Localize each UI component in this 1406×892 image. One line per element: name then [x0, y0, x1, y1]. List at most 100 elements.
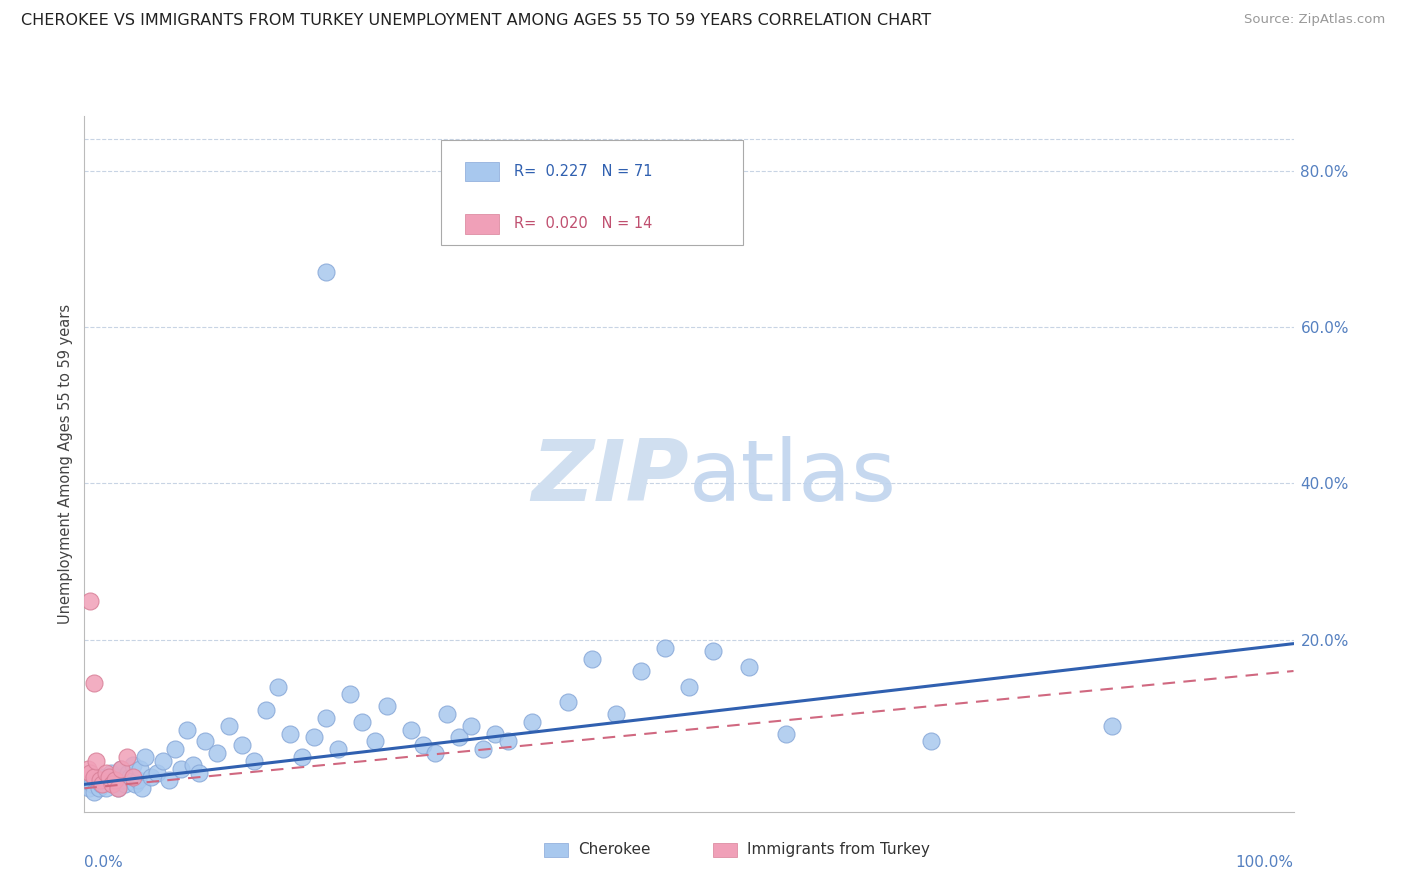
Point: [129, 762, 152, 776]
Point: [101, 777, 124, 791]
Point: [1101, 719, 1123, 733]
Point: [104, 773, 127, 788]
Point: [115, 750, 138, 764]
Text: ZIP: ZIP: [531, 436, 689, 519]
Point: [654, 640, 676, 655]
Point: [86, 773, 108, 788]
Point: [242, 754, 264, 768]
Point: [352, 714, 374, 729]
Text: R=  0.227   N = 71: R= 0.227 N = 71: [513, 164, 652, 179]
Point: [94, 781, 117, 796]
Point: [472, 742, 495, 756]
FancyBboxPatch shape: [544, 843, 568, 857]
Point: [157, 773, 180, 788]
Point: [339, 688, 361, 702]
Point: [100, 765, 122, 780]
Point: [152, 754, 174, 768]
Point: [605, 706, 627, 721]
Point: [678, 680, 700, 694]
Point: [146, 765, 169, 780]
Point: [117, 765, 139, 780]
FancyBboxPatch shape: [465, 214, 499, 234]
Text: Immigrants from Turkey: Immigrants from Turkey: [747, 842, 929, 857]
Text: CHEROKEE VS IMMIGRANTS FROM TURKEY UNEMPLOYMENT AMONG AGES 55 TO 59 YEARS CORREL: CHEROKEE VS IMMIGRANTS FROM TURKEY UNEMP…: [21, 13, 931, 29]
Point: [315, 265, 337, 279]
Point: [302, 731, 325, 745]
Point: [207, 746, 229, 760]
Point: [460, 719, 482, 733]
Point: [121, 770, 143, 784]
Point: [176, 723, 198, 737]
Point: [484, 726, 506, 740]
Point: [557, 695, 579, 709]
Point: [83, 770, 105, 784]
Point: [449, 731, 471, 745]
Point: [630, 664, 652, 678]
Point: [267, 680, 290, 694]
Point: [291, 750, 314, 764]
Text: 0.0%: 0.0%: [84, 855, 124, 870]
Point: [112, 773, 135, 788]
Point: [124, 777, 146, 791]
Point: [920, 734, 942, 748]
Point: [412, 739, 434, 753]
Point: [77, 762, 100, 776]
Point: [165, 742, 187, 756]
Y-axis label: Unemployment Among Ages 55 to 59 years: Unemployment Among Ages 55 to 59 years: [58, 304, 73, 624]
Point: [375, 699, 398, 714]
Point: [363, 734, 385, 748]
Point: [80, 777, 103, 791]
Point: [90, 777, 112, 791]
Point: [188, 765, 211, 780]
Text: atlas: atlas: [689, 436, 897, 519]
Point: [139, 770, 162, 784]
Point: [278, 726, 301, 740]
Point: [83, 675, 105, 690]
Point: [399, 723, 422, 737]
Point: [315, 711, 337, 725]
Point: [218, 719, 240, 733]
Point: [89, 773, 111, 788]
Point: [738, 660, 761, 674]
Point: [97, 770, 120, 784]
Point: [87, 781, 110, 796]
Point: [127, 773, 149, 788]
Point: [110, 762, 132, 776]
Point: [134, 750, 156, 764]
Point: [181, 757, 204, 772]
Point: [107, 781, 129, 796]
Point: [254, 703, 277, 717]
FancyBboxPatch shape: [441, 140, 744, 244]
Point: [520, 714, 543, 729]
Point: [91, 777, 114, 791]
Point: [120, 770, 142, 784]
Point: [103, 777, 125, 791]
Point: [77, 781, 100, 796]
Point: [114, 777, 136, 791]
Text: Source: ZipAtlas.com: Source: ZipAtlas.com: [1244, 13, 1385, 27]
FancyBboxPatch shape: [465, 161, 499, 181]
Point: [496, 734, 519, 748]
Text: R=  0.020   N = 14: R= 0.020 N = 14: [513, 216, 652, 231]
Point: [702, 644, 724, 658]
Point: [436, 706, 458, 721]
Point: [110, 762, 132, 776]
FancyBboxPatch shape: [713, 843, 737, 857]
Point: [423, 746, 446, 760]
Point: [94, 765, 117, 780]
Point: [83, 785, 105, 799]
Text: Cherokee: Cherokee: [578, 842, 650, 857]
Point: [107, 781, 129, 796]
Point: [328, 742, 350, 756]
Text: 100.0%: 100.0%: [1236, 855, 1294, 870]
Point: [775, 726, 797, 740]
Point: [93, 770, 115, 784]
Point: [194, 734, 217, 748]
Point: [581, 652, 603, 666]
Point: [79, 593, 101, 607]
Point: [86, 754, 108, 768]
Point: [170, 762, 193, 776]
Point: [104, 770, 127, 784]
Point: [121, 757, 143, 772]
Point: [79, 765, 101, 780]
